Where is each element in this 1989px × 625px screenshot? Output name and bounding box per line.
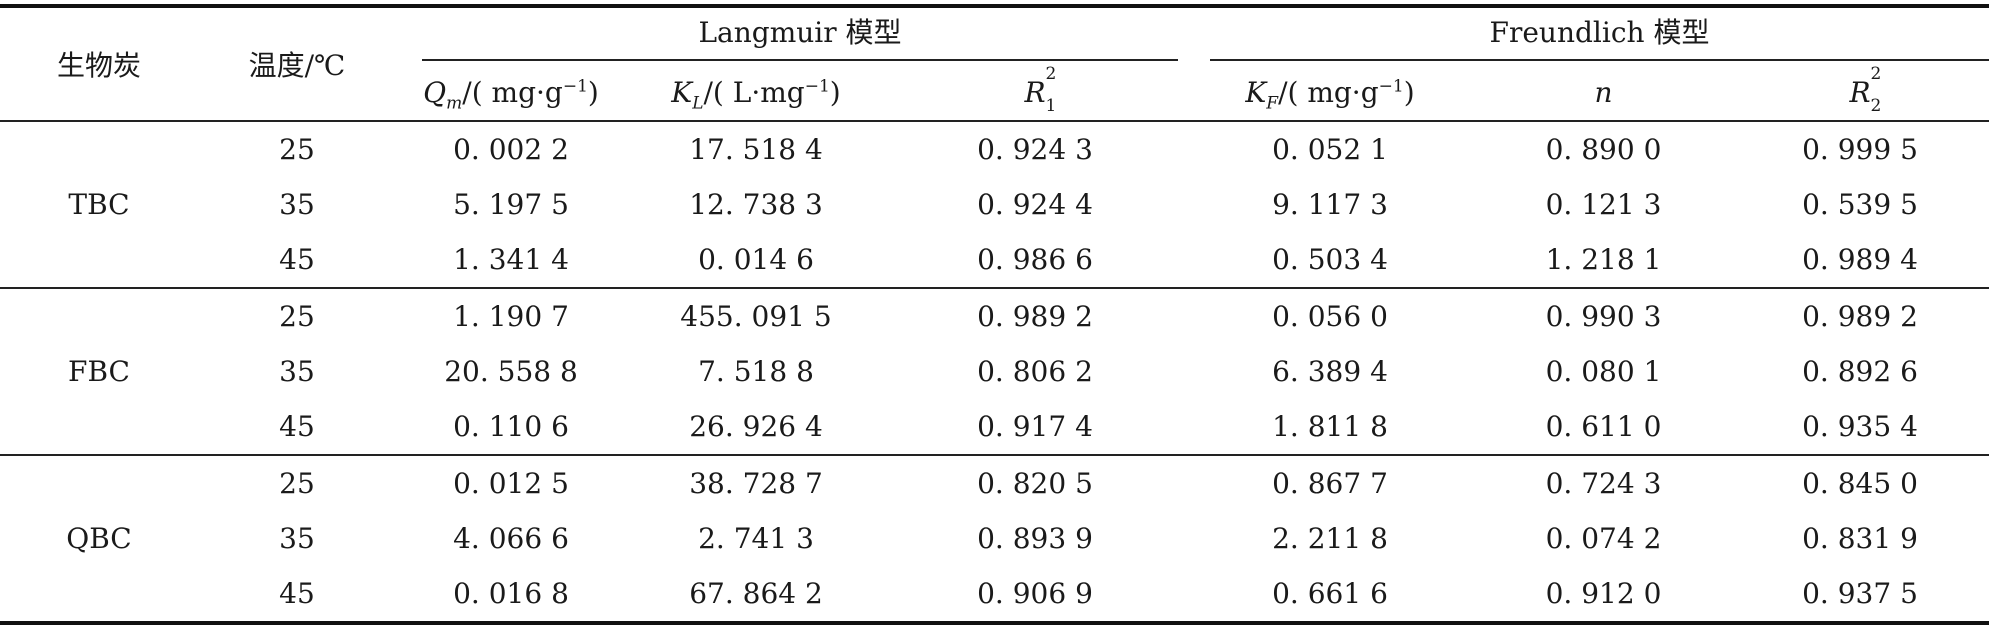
cell-qm: 1. 190 7	[396, 287, 626, 344]
cell-temp: 45	[279, 410, 315, 443]
cell-r2: 0. 989 4	[1802, 243, 1918, 276]
cell-qm: 20. 558 8	[444, 355, 578, 388]
cell-temp: 25	[198, 454, 396, 511]
cell-r1: 0. 924 4	[977, 188, 1093, 221]
cell-n: 0. 990 3	[1476, 287, 1731, 344]
cell-r2: 0. 892 6	[1802, 355, 1918, 388]
cell-kl: 38. 728 7	[626, 454, 886, 511]
cell-temp: 35	[279, 188, 315, 221]
cell-r1: 0. 986 6	[977, 243, 1093, 276]
cell-r1: 0. 820 5	[886, 454, 1184, 511]
cell-r1: 0. 906 9	[886, 566, 1184, 625]
adsorption-model-table: 生物炭 温度/℃ Langmuir 模型 Freundlich 模型 Qm/( …	[0, 4, 1989, 625]
cell-n: 0. 121 3	[1545, 188, 1662, 221]
cell-n: 0. 611 0	[1545, 410, 1662, 443]
cell-r2: 0. 831 9	[1802, 522, 1918, 555]
cell-qm: 4. 066 6	[453, 522, 569, 555]
cell-r2: 0. 989 2	[1731, 287, 1989, 344]
cell-kl: 7. 518 8	[698, 355, 814, 388]
cell-kl: 12. 738 3	[689, 188, 823, 221]
cell-n: 0. 724 3	[1476, 454, 1731, 511]
cell-r1: 0. 806 2	[977, 355, 1093, 388]
cell-r1: 0. 917 4	[977, 410, 1093, 443]
cell-temp: 45	[198, 566, 396, 625]
cell-temp: 45	[279, 243, 315, 276]
cell-kf: 6. 389 4	[1272, 355, 1388, 388]
cell-n: 1. 218 1	[1545, 243, 1662, 276]
table-row: TBC 25 0. 002 2 17. 518 4 0. 924 3 0. 05…	[0, 121, 1989, 221]
cell-kf: 0. 056 0	[1184, 287, 1476, 344]
cell-kl: 67. 864 2	[626, 566, 886, 625]
table-row: 45 0. 110 6 26. 926 4 0. 917 4 1. 811 8 …	[0, 399, 1989, 455]
cell-temp: 35	[279, 355, 315, 388]
header-langmuir-group: Langmuir 模型	[396, 4, 1184, 64]
cell-kf: 1. 811 8	[1272, 410, 1388, 443]
cell-r1: 0. 893 9	[977, 522, 1093, 555]
cell-temp: 25	[279, 133, 315, 166]
cell-n: 0. 074 2	[1545, 522, 1662, 555]
group-label-qbc: QBC	[0, 454, 198, 625]
table-row: 35 5. 197 5 12. 738 3 0. 924 4 9. 117 3 …	[0, 177, 1989, 232]
cell-qm: 0. 016 8	[396, 566, 626, 625]
table-row: QBC 25 0. 012 5 38. 728 7 0. 820 5 0. 86…	[0, 454, 1989, 625]
cell-kl: 455. 091 5	[626, 287, 886, 344]
cell-kl: 26. 926 4	[689, 410, 823, 443]
cell-r2: 0. 539 5	[1802, 188, 1918, 221]
cell-kl: 2. 741 3	[698, 522, 814, 555]
cell-r1: 0. 989 2	[886, 287, 1184, 344]
cell-r2: 0. 999 5	[1802, 133, 1918, 166]
cell-kf: 2. 211 8	[1272, 522, 1388, 555]
cell-qm: 0. 012 5	[396, 454, 626, 511]
cell-kf: 0. 052 1	[1272, 133, 1388, 166]
cell-r2: 0. 937 5	[1731, 566, 1989, 625]
header-temperature: 温度/℃	[198, 4, 396, 122]
cell-qm: 0. 110 6	[453, 410, 569, 443]
header-biochar: 生物炭	[0, 4, 198, 122]
header-qm: Qm/( mg·g−1)	[396, 64, 626, 122]
table-row: FBC 25 1. 190 7 455. 091 5 0. 989 2 0. 0…	[0, 287, 1989, 455]
cell-qm: 0. 002 2	[453, 133, 569, 166]
cell-temp: 25	[198, 287, 396, 344]
freundlich-group-label: Freundlich 模型	[1210, 11, 1989, 61]
cell-kf: 9. 117 3	[1272, 188, 1388, 221]
cell-qm: 1. 341 4	[453, 243, 569, 276]
cell-kl: 0. 014 6	[698, 243, 814, 276]
header-kf: KF/( mg·g−1)	[1184, 64, 1476, 122]
cell-kf: 0. 661 6	[1184, 566, 1476, 625]
cell-kf: 0. 867 7	[1184, 454, 1476, 511]
cell-kl: 17. 518 4	[689, 133, 823, 166]
cell-r1: 0. 924 3	[977, 133, 1093, 166]
cell-qm: 5. 197 5	[453, 188, 569, 221]
table-row: 35 4. 066 6 2. 741 3 0. 893 9 2. 211 8 0…	[0, 511, 1989, 566]
header-n: n	[1476, 64, 1731, 122]
cell-kf: 0. 503 4	[1272, 243, 1388, 276]
cell-r2: 0. 845 0	[1731, 454, 1989, 511]
group-label-tbc: TBC	[68, 188, 130, 221]
cell-temp: 35	[279, 522, 315, 555]
cell-n: 0. 912 0	[1476, 566, 1731, 625]
table-row: 45 1. 341 4 0. 014 6 0. 986 6 0. 503 4 1…	[0, 232, 1989, 288]
table-row: 35 20. 558 8 7. 518 8 0. 806 2 6. 389 4 …	[0, 344, 1989, 399]
cell-n: 0. 080 1	[1545, 355, 1662, 388]
cell-r2: 0. 935 4	[1802, 410, 1918, 443]
header-kl: KL/( L·mg−1)	[626, 64, 886, 122]
header-freundlich-group: Freundlich 模型	[1184, 4, 1989, 64]
cell-n: 0. 890 0	[1545, 133, 1662, 166]
table-row: 45 0. 016 8 67. 864 2 0. 906 9 0. 661 6 …	[0, 566, 1989, 625]
langmuir-group-label: Langmuir 模型	[422, 11, 1178, 61]
group-label-fbc: FBC	[0, 287, 198, 455]
